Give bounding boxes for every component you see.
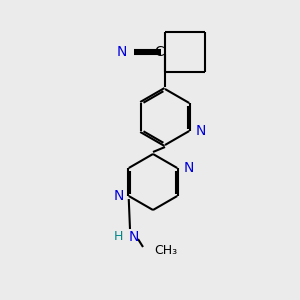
Text: N: N — [195, 124, 206, 138]
Text: N: N — [113, 189, 124, 203]
Text: N: N — [129, 230, 139, 244]
Text: C: C — [154, 45, 164, 59]
Text: N: N — [117, 45, 127, 59]
Text: H: H — [113, 230, 123, 244]
Text: N: N — [183, 161, 194, 175]
Text: CH₃: CH₃ — [154, 244, 177, 256]
